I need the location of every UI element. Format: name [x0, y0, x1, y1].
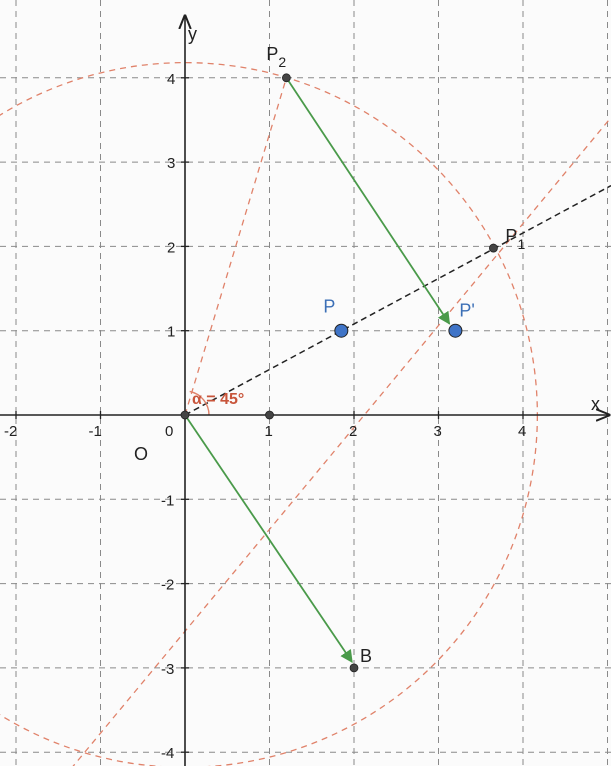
point-P2	[281, 73, 291, 83]
origin-label: O	[134, 444, 148, 464]
point-one	[265, 410, 274, 420]
y-tick-label: 3	[167, 155, 175, 172]
point-label-P: P	[323, 297, 335, 317]
angle-label: α = 45°	[192, 391, 244, 408]
points	[180, 73, 498, 673]
y-axis-label: y	[188, 24, 197, 44]
x-tick-label: 4	[518, 423, 526, 440]
vector-p2-pprime	[285, 77, 451, 325]
x-tick-label: 1	[265, 423, 273, 440]
angle-arc	[189, 390, 210, 416]
point-B	[349, 663, 359, 673]
y-tick-label: -4	[161, 745, 174, 762]
point-Pprime	[448, 323, 463, 338]
point-label-P1: P1	[505, 226, 525, 252]
x-tick-label: -2	[4, 423, 17, 440]
x-axis-label: x	[591, 394, 600, 414]
point-P	[334, 323, 349, 338]
labels: x y O 0 α = 45° P P' P1 P2 B	[134, 24, 600, 666]
x-tick-label: -1	[89, 423, 102, 440]
orange-line-o-p2	[184, 77, 288, 416]
y-tick-label: 2	[167, 239, 175, 256]
y-tick-label: 1	[167, 324, 175, 341]
x-tick-label: 3	[434, 423, 442, 440]
vectors	[184, 77, 451, 663]
axes: -2 -1 1 2 3 4 -4 -3 -2 -1 1 2 3 4	[0, 16, 609, 766]
point-label-P2: P2	[266, 44, 286, 70]
orange-line-45	[72, 116, 611, 766]
point-origin	[180, 410, 190, 420]
x-tick-label: 2	[349, 423, 357, 440]
point-P1	[489, 243, 498, 253]
vector-o-b	[184, 414, 353, 663]
y-tick-label: -3	[161, 661, 174, 678]
point-label-subscript: 1	[517, 236, 525, 252]
origin-tick-label: 0	[165, 423, 173, 440]
point-label-Pprime: P'	[459, 301, 474, 321]
point-label-B: B	[360, 646, 372, 666]
point-label-subscript: 2	[278, 54, 286, 70]
y-tick-label: -1	[161, 492, 174, 509]
y-tick-label: 4	[167, 71, 175, 88]
y-tick-label: -2	[161, 577, 174, 594]
black-line-o-p1	[184, 184, 611, 416]
